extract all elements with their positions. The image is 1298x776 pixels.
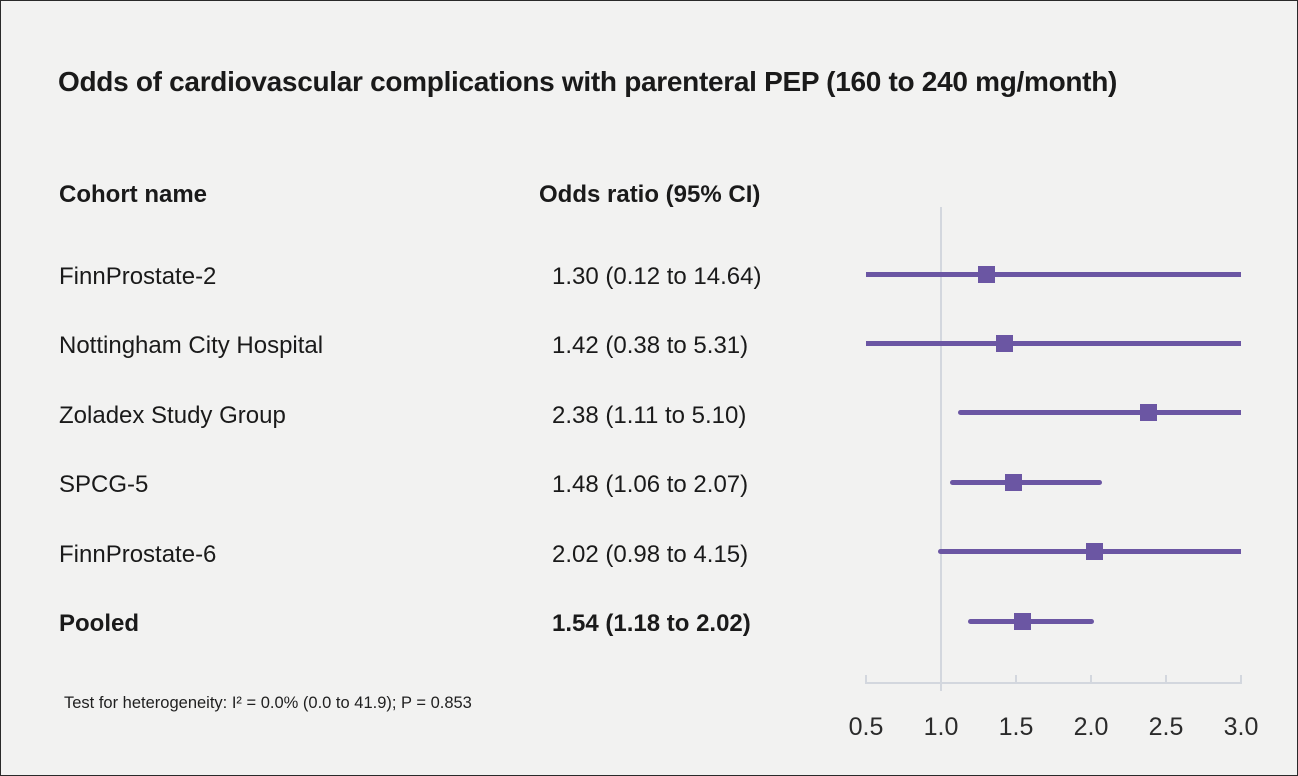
axis-tick-label: 0.5 [848, 713, 884, 741]
confidence-interval-bar [866, 340, 1241, 346]
axis-tick [865, 675, 867, 684]
confidence-interval-bar [957, 410, 1241, 416]
axis-tick-label: 2.5 [1148, 713, 1184, 741]
axis-tick [1240, 675, 1242, 684]
odds-ratio-value: 1.42 (0.38 to 5.31) [552, 332, 749, 360]
axis-tick-label: 3.0 [1223, 713, 1259, 741]
point-estimate-marker [1013, 612, 1031, 630]
odds-ratio-value: 1.54 (1.18 to 2.02) [552, 610, 751, 637]
confidence-interval-bar [866, 271, 1241, 277]
confidence-interval-bar [950, 479, 1102, 485]
heterogeneity-note: Test for heterogeneity: I² = 0.0% (0.0 t… [64, 694, 472, 712]
reference-line [940, 207, 942, 691]
point-estimate-marker [995, 334, 1013, 352]
chart-title: Odds of cardiovascular complications wit… [58, 66, 1118, 97]
column-header-cohort: Cohort name [59, 181, 208, 208]
axis-line [865, 682, 1242, 684]
axis-tick-label: 1.5 [998, 713, 1034, 741]
column-header-odds: Odds ratio (95% CI) [539, 181, 761, 208]
odds-ratio-value: 1.48 (1.06 to 2.07) [552, 471, 749, 499]
axis-tick-label: 2.0 [1073, 713, 1109, 741]
cohort-label: Zoladex Study Group [59, 401, 286, 429]
axis-tick [1090, 675, 1092, 684]
confidence-interval-bar [968, 618, 1094, 624]
odds-ratio-value: 2.02 (0.98 to 4.15) [552, 540, 749, 568]
odds-ratio-value: 2.38 (1.11 to 5.10) [552, 401, 747, 429]
cohort-label: Nottingham City Hospital [59, 332, 324, 360]
cohort-label: Pooled [59, 610, 140, 637]
axis-tick-label: 1.0 [923, 713, 959, 741]
cohort-label: FinnProstate-2 [59, 263, 217, 290]
point-estimate-marker [1139, 404, 1157, 422]
point-estimate-marker [1004, 473, 1022, 491]
odds-ratio-value: 1.30 (0.12 to 14.64) [552, 263, 762, 290]
point-estimate-marker [1085, 543, 1103, 561]
axis-tick [940, 675, 942, 684]
point-estimate-marker [977, 265, 995, 283]
axis-tick [1165, 675, 1167, 684]
cohort-label: SPCG-5 [59, 471, 149, 499]
axis-tick [1015, 675, 1017, 684]
cohort-label: FinnProstate-6 [59, 540, 217, 568]
